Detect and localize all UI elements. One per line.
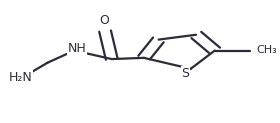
Text: NH: NH [67,42,86,55]
Text: O: O [99,14,109,27]
Text: S: S [181,67,189,80]
Text: CH₃: CH₃ [256,45,277,55]
Text: H₂N: H₂N [9,71,32,84]
